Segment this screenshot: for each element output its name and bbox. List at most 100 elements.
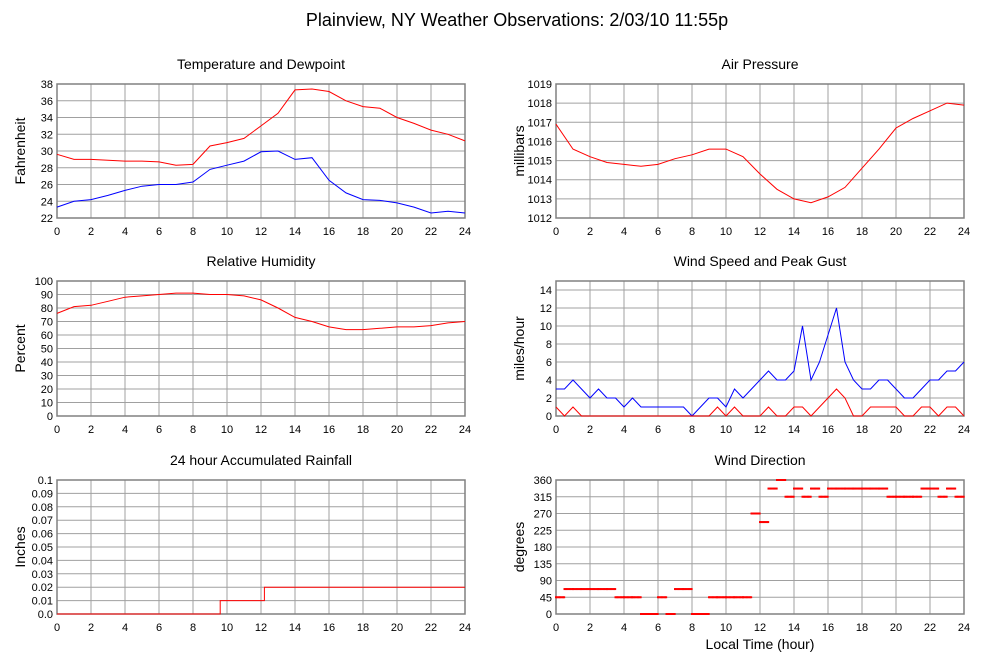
data-point bbox=[693, 613, 696, 615]
data-point bbox=[768, 487, 771, 490]
data-point bbox=[751, 512, 754, 515]
data-point bbox=[925, 487, 928, 490]
y-tick-label: 0.03 bbox=[32, 569, 53, 581]
x-tick-label: 4 bbox=[122, 226, 128, 238]
data-point bbox=[725, 596, 727, 599]
y-tick-label: 225 bbox=[534, 525, 552, 537]
data-point bbox=[784, 495, 787, 498]
x-tick-label: 0 bbox=[553, 622, 559, 634]
data-point bbox=[930, 487, 933, 490]
data-point bbox=[628, 596, 631, 599]
data-point bbox=[595, 588, 598, 591]
x-tick-label: 10 bbox=[720, 424, 732, 436]
data-point bbox=[950, 487, 953, 490]
y-tick-label: 0.01 bbox=[32, 596, 53, 608]
data-point bbox=[585, 588, 588, 591]
data-point bbox=[604, 588, 607, 591]
data-point bbox=[573, 588, 576, 591]
data-point bbox=[590, 588, 593, 591]
data-point bbox=[910, 495, 913, 498]
data-point bbox=[721, 596, 724, 599]
data-point bbox=[889, 495, 892, 498]
data-point bbox=[804, 495, 807, 498]
x-tick-label: 16 bbox=[323, 622, 335, 634]
data-point bbox=[727, 596, 730, 599]
y-tick-label: 0 bbox=[47, 411, 53, 423]
data-point bbox=[952, 487, 955, 490]
data-point bbox=[561, 596, 564, 599]
y-tick-label: 0 bbox=[546, 609, 552, 621]
data-point bbox=[689, 588, 692, 591]
y-axis-label: Percent bbox=[12, 324, 28, 372]
y-tick-label: 100 bbox=[35, 276, 53, 288]
data-point bbox=[699, 613, 702, 615]
data-point bbox=[805, 495, 808, 498]
data-point bbox=[835, 487, 838, 490]
x-tick-label: 20 bbox=[391, 226, 403, 238]
data-point bbox=[614, 596, 617, 599]
data-point bbox=[683, 588, 686, 591]
x-tick-label: 16 bbox=[822, 622, 834, 634]
data-point bbox=[801, 495, 804, 498]
data-point bbox=[570, 588, 573, 591]
x-tick-label: 24 bbox=[459, 424, 471, 436]
plot-frame bbox=[56, 280, 466, 417]
data-point bbox=[826, 495, 829, 498]
y-tick-label: 50 bbox=[41, 344, 53, 356]
data-point bbox=[900, 495, 903, 498]
chart-title: Wind Speed and Peak Gust bbox=[674, 253, 847, 269]
data-point bbox=[669, 613, 672, 615]
y-tick-label: 24 bbox=[41, 196, 53, 208]
y-tick-label: 0.09 bbox=[32, 488, 53, 500]
data-point bbox=[927, 487, 930, 490]
data-point bbox=[653, 613, 656, 615]
data-point bbox=[778, 479, 781, 481]
x-tick-label: 22 bbox=[425, 622, 437, 634]
data-point bbox=[802, 495, 805, 498]
data-point bbox=[962, 495, 965, 498]
data-point bbox=[559, 596, 562, 599]
data-point bbox=[862, 487, 865, 490]
x-tick-label: 10 bbox=[720, 622, 732, 634]
data-point bbox=[863, 487, 866, 490]
x-tick-label: 14 bbox=[788, 226, 800, 238]
data-point bbox=[567, 588, 570, 591]
data-point bbox=[916, 495, 919, 498]
x-tick-label: 20 bbox=[890, 622, 902, 634]
plot-frame bbox=[555, 479, 965, 615]
x-tick-label: 6 bbox=[156, 226, 162, 238]
data-point bbox=[886, 487, 889, 490]
x-tick-label: 20 bbox=[890, 226, 902, 238]
x-tick-label: 24 bbox=[459, 622, 471, 634]
series-line-dewpoint bbox=[56, 150, 466, 214]
x-tick-label: 14 bbox=[289, 622, 301, 634]
data-point bbox=[642, 613, 645, 615]
x-tick-label: 6 bbox=[655, 424, 661, 436]
data-point bbox=[798, 487, 801, 490]
data-point bbox=[587, 588, 590, 591]
data-point bbox=[836, 487, 839, 490]
data-point bbox=[584, 588, 587, 591]
data-point bbox=[781, 479, 784, 481]
x-tick-label: 22 bbox=[425, 424, 437, 436]
data-point bbox=[867, 487, 870, 490]
plot-frame bbox=[555, 83, 965, 219]
x-tick-label: 14 bbox=[788, 622, 800, 634]
data-point bbox=[961, 495, 964, 498]
data-point bbox=[946, 487, 948, 490]
data-point bbox=[679, 588, 682, 591]
x-tick-label: 10 bbox=[720, 226, 732, 238]
data-point bbox=[929, 487, 931, 490]
data-point bbox=[675, 588, 678, 591]
data-point bbox=[736, 596, 739, 599]
data-point bbox=[755, 512, 758, 515]
data-point bbox=[682, 588, 685, 591]
data-point bbox=[789, 495, 792, 498]
data-point bbox=[955, 495, 958, 498]
y-tick-label: 135 bbox=[534, 559, 552, 571]
data-point bbox=[614, 588, 617, 591]
data-point bbox=[811, 487, 814, 490]
x-tick-label: 18 bbox=[856, 424, 868, 436]
data-point bbox=[657, 596, 659, 599]
x-tick-label: 20 bbox=[890, 424, 902, 436]
